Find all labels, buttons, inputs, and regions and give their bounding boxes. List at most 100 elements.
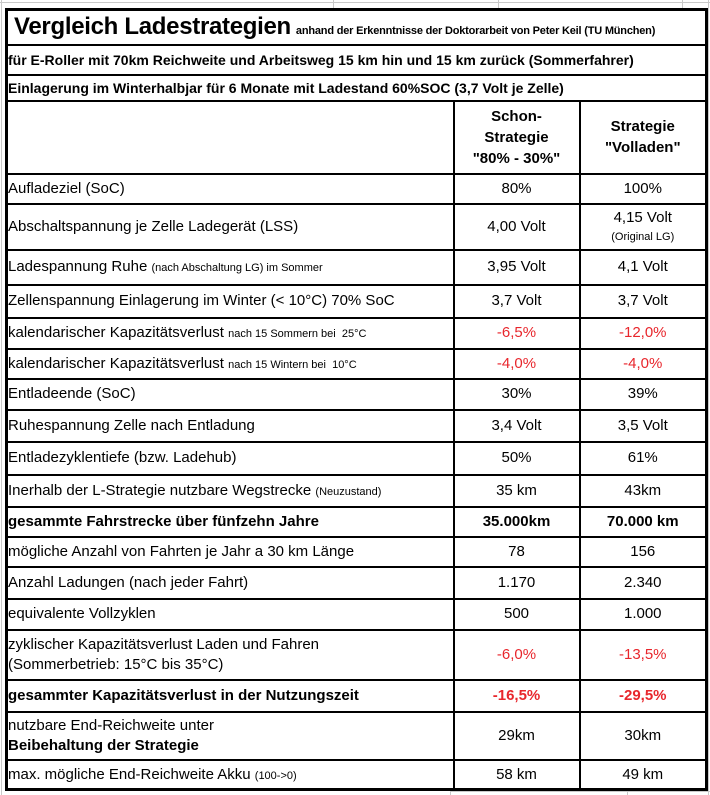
volladen-value-cell: -29,5%: [578, 678, 708, 713]
row-label-cell: Anzahl Ladungen (nach jeder Fahrt): [5, 565, 455, 600]
excel-gridline: [498, 0, 499, 8]
row-label-cell: Entladezyklentiefe (bzw. Ladehub): [5, 440, 455, 476]
subtitle-storage: Einlagerung im Winterhalbjar für 6 Monat…: [5, 73, 708, 102]
row-label: zyklischer Kapazitätsverlust Laden und F…: [8, 636, 320, 653]
schon-value-cell: 30%: [452, 377, 581, 411]
volladen-value-cell: 1.000: [578, 597, 708, 631]
volladen-value-cell: 49 km: [578, 758, 708, 791]
schon-value-cell: 35 km: [452, 473, 581, 508]
row-label-note: nach 15 Wintern bei 10°C: [228, 358, 357, 371]
row-label: gesammter Kapazitätsverlust in der Nutzu…: [8, 686, 359, 704]
table-row-total-loss: gesammter Kapazitätsverlust in der Nutzu…: [5, 678, 708, 713]
subtitle-row: Einlagerung im Winterhalbjar für 6 Monat…: [5, 73, 708, 102]
volladen-value-cell: -12,0%: [578, 316, 708, 350]
row-label: kalendarischer Kapazitätsverlust: [8, 354, 224, 372]
volladen-value-cell: 156: [578, 535, 708, 568]
column-header-schon: Schon- Strategie "80% - 30%": [452, 99, 581, 175]
table-row: Zellenspannung Einlagerung im Winter (< …: [5, 283, 708, 319]
excel-gridline: [682, 0, 683, 8]
row-label: max. mögliche End-Reichweite Akku: [8, 765, 251, 783]
row-label: Entladezyklentiefe (bzw. Ladehub): [8, 449, 237, 467]
row-label-cell: kalendarischer Kapazitätsverlust nach 15…: [5, 316, 455, 350]
row-label-note: (100->0): [254, 769, 297, 782]
row-label-line2: Beibehaltung der Strategie: [8, 736, 199, 754]
schon-value-cell: 4,00 Volt: [452, 202, 581, 251]
schon-value-cell: 29km: [452, 710, 581, 761]
table-row: kalendarischer Kapazitätsverlust nach 15…: [5, 316, 708, 350]
row-label-note: (Neuzustand): [315, 485, 382, 498]
table-row: Anzahl Ladungen (nach jeder Fahrt) 1.170…: [5, 565, 708, 600]
row-label-cell: Ruhespannung Zelle nach Entladung: [5, 408, 455, 443]
row-label: Anzahl Ladungen (nach jeder Fahrt): [8, 573, 249, 591]
row-label: Zellenspannung Einlagerung im Winter (< …: [8, 292, 395, 310]
volladen-value-cell: 4,15 Volt (Original LG): [578, 202, 708, 251]
table-row: Ruhespannung Zelle nach Entladung 3,4 Vo…: [5, 408, 708, 443]
row-label-cell: Aufladeziel (SoC): [5, 172, 455, 205]
row-label-cell: Inerhalb der L-Strategie nutzbare Wegstr…: [5, 473, 455, 508]
schon-value-cell: -4,0%: [452, 347, 581, 380]
table-row: max. mögliche End-Reichweite Akku (100->…: [5, 758, 708, 791]
row-label-note: (nach Abschaltung LG) im Sommer: [151, 262, 323, 275]
column-header-row: Schon- Strategie "80% - 30%" Strategie "…: [5, 99, 708, 175]
schon-value-cell: 50%: [452, 440, 581, 476]
schon-value-cell: -6,0%: [452, 628, 581, 681]
table-row: equivalente Vollzyklen 500 1.000: [5, 597, 708, 631]
column-header-volladen: Strategie "Volladen": [578, 99, 708, 175]
row-label-note: nach 15 Sommern bei 25°C: [228, 328, 367, 341]
page-title: Vergleich Ladestrategien: [14, 13, 291, 41]
volladen-value-cell: 61%: [578, 440, 708, 476]
row-label: Aufladeziel (SoC): [8, 179, 125, 197]
schon-value-cell: -16,5%: [452, 678, 581, 713]
schon-value-cell: 35.000km: [452, 505, 581, 538]
excel-gridline: [1, 0, 2, 795]
value-note: (Original LG): [611, 230, 675, 243]
table-row: Entladeende (SoC) 30% 39%: [5, 377, 708, 411]
table-row: Inerhalb der L-Strategie nutzbare Wegstr…: [5, 473, 708, 508]
row-label-cell: Entladeende (SoC): [5, 377, 455, 411]
row-label: Abschaltspannung je Zelle Ladegerät (LSS…: [8, 217, 299, 235]
row-label-cell: gesammter Kapazitätsverlust in der Nutzu…: [5, 678, 455, 713]
excel-gridline: [450, 791, 710, 792]
schon-value-cell: 80%: [452, 172, 581, 205]
table-row-total-distance: gesammte Fahrstrecke über fünfzehn Jahre…: [5, 505, 708, 538]
row-label-cell: max. mögliche End-Reichweite Akku (100->…: [5, 758, 455, 791]
row-label-cell: zyklischer Kapazitätsverlust Laden und F…: [5, 628, 455, 681]
row-label-cell: Abschaltspannung je Zelle Ladegerät (LSS…: [5, 202, 455, 251]
table-row: Entladezyklentiefe (bzw. Ladehub) 50% 61…: [5, 440, 708, 476]
subtitle-vehicle: für E-Roller mit 70km Reichweite und Arb…: [5, 43, 708, 76]
column-header-empty: [5, 99, 455, 175]
row-label: Inerhalb der L-Strategie nutzbare Wegstr…: [8, 481, 312, 499]
row-label: nutzbare End-Reichweite unter: [8, 717, 214, 734]
schon-value-cell: 500: [452, 597, 581, 631]
table-row: kalendarischer Kapazitätsverlust nach 15…: [5, 347, 708, 380]
row-label-cell: kalendarischer Kapazitätsverlust nach 15…: [5, 347, 455, 380]
table-row: Aufladeziel (SoC) 80% 100%: [5, 172, 708, 205]
row-label-cell: Zellenspannung Einlagerung im Winter (< …: [5, 283, 455, 319]
schon-value-cell: -6,5%: [452, 316, 581, 350]
table-row: Abschaltspannung je Zelle Ladegerät (LSS…: [5, 202, 708, 251]
row-label: Entladeende (SoC): [8, 385, 136, 403]
row-label-cell: equivalente Vollzyklen: [5, 597, 455, 631]
title-annotation: anhand der Erkenntnisse der Doktorarbeit…: [295, 25, 656, 38]
volladen-value-cell: 3,5 Volt: [578, 408, 708, 443]
schon-value-cell: 3,4 Volt: [452, 408, 581, 443]
schon-value-cell: 1.170: [452, 565, 581, 600]
table-row: mögliche Anzahl von Fahrten je Jahr a 30…: [5, 535, 708, 568]
volladen-value-cell: 39%: [578, 377, 708, 411]
excel-gridline: [333, 0, 334, 8]
schon-value-cell: 3,7 Volt: [452, 283, 581, 319]
volladen-value-cell: 30km: [578, 710, 708, 761]
row-label: equivalente Vollzyklen: [8, 605, 156, 623]
page-title-line: Vergleich Ladestrategien anhand der Erke…: [9, 13, 705, 41]
title-row: Vergleich Ladestrategien anhand der Erke…: [5, 8, 708, 46]
row-label: Ladespannung Ruhe: [8, 258, 148, 276]
volladen-value-cell: 3,7 Volt: [578, 283, 708, 319]
row-label: Ruhespannung Zelle nach Entladung: [8, 416, 255, 434]
comparison-table: Vergleich Ladestrategien anhand der Erke…: [5, 8, 709, 791]
row-label-line2: (Sommerbetrieb: 15°C bis 35°C): [8, 655, 224, 673]
row-label-cell: nutzbare End-Reichweite unter Beibehaltu…: [5, 710, 455, 761]
schon-value-cell: 58 km: [452, 758, 581, 791]
excel-gridline: [0, 2, 710, 3]
row-label-cell: Ladespannung Ruhe (nach Abschaltung LG) …: [5, 248, 455, 286]
